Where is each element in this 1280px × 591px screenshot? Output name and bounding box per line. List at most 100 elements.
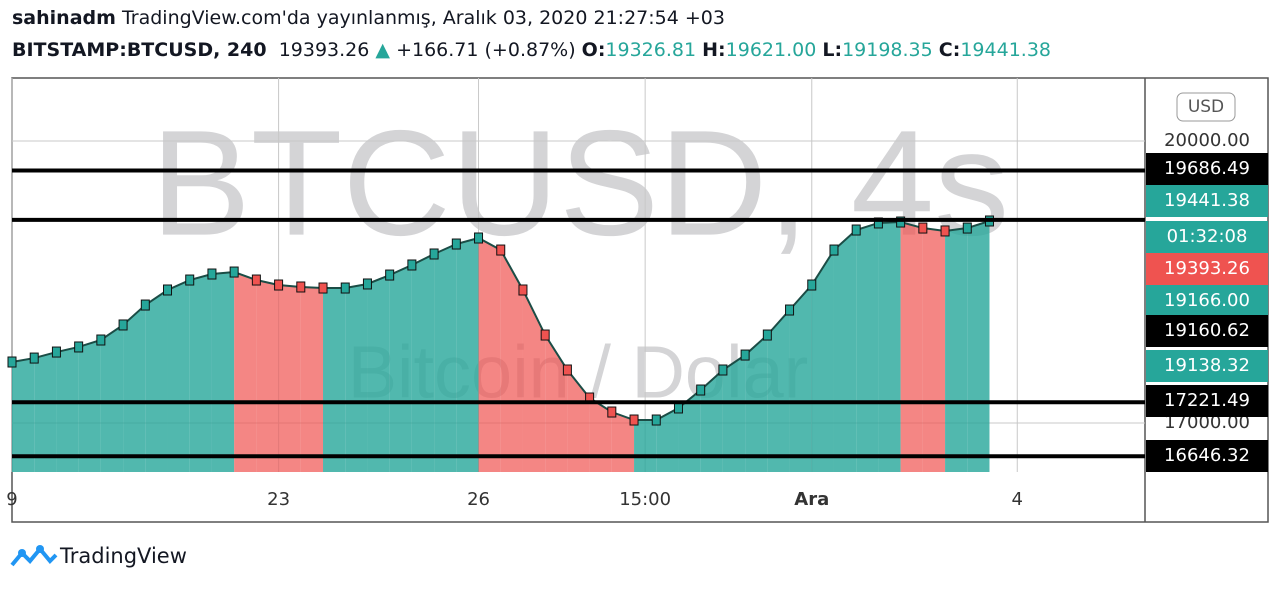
candle [651,414,661,426]
area-segment [189,274,212,472]
x-tick-label: 23 [267,489,290,510]
candle [451,238,461,250]
candle [207,268,217,280]
y-tick-label: 17000.00 [1164,412,1250,433]
up-arrow: ▲ [375,39,391,61]
candle [7,356,17,368]
price-badge [1146,350,1268,382]
candle [96,334,106,346]
x-tick-label: 15:00 [619,489,671,510]
area-segment [900,222,923,472]
area-segment [434,244,457,472]
candle [607,406,617,418]
candle [251,274,261,286]
candle [74,341,84,353]
x-tick-label: 4 [1012,489,1023,510]
price-badge [1146,221,1268,253]
candle [274,279,284,291]
ohlc-key: L: [822,39,843,61]
candle [185,274,195,286]
area-segment [567,369,590,472]
area-segment [323,288,346,472]
area-segment [389,264,412,472]
candle [562,364,572,376]
candle [51,346,61,358]
price-badge [1146,385,1268,417]
area-segment [856,222,879,472]
area-segment [967,220,990,472]
area-segment [456,238,479,472]
candle [229,266,239,278]
x-tick-label: Ara [794,489,829,510]
author: sahinadm [12,7,116,29]
candle [696,384,706,396]
area-segment [12,358,35,472]
currency-box [1176,92,1236,122]
area-segment [411,253,435,472]
candle [362,278,372,290]
candle [807,279,817,291]
ohlc: O:19326.81 H:19621.00 L:19198.35 C:19441… [582,39,1051,61]
price-badge [1146,185,1268,217]
candle [762,329,772,341]
price-badge [1146,315,1268,347]
ohlc-value: 19326.81 [605,39,697,61]
currency: USD [1188,97,1224,117]
candle [140,299,150,311]
area-segment [123,305,146,472]
area-segment [789,285,812,472]
published: TradingView.com'da yayınlanmış, Aralık 0… [121,7,725,29]
price-badge-label: 16646.32 [1164,445,1250,466]
candle [540,329,550,341]
area-segment [945,228,968,472]
ohlc-value: 19198.35 [842,39,933,61]
area-segment [922,228,946,472]
price-badge-label: 19160.62 [1164,320,1250,341]
area-segment [878,222,901,472]
ohlc-key: O: [581,39,606,61]
price-badge [1146,285,1268,317]
candle [474,232,484,244]
price-badge-label: 19441.38 [1164,190,1250,211]
candle [718,364,728,376]
area-segment [478,238,501,472]
candle [296,281,306,293]
area-segment [256,280,279,472]
last-price: 19393.26 [278,39,370,61]
price-badge [1146,153,1268,185]
logo-icon [10,545,58,567]
candle [940,225,950,237]
candle [918,222,928,234]
price-badge [1146,253,1268,285]
area-segment [345,283,368,472]
area-segment [811,250,834,472]
ohlc-key: H: [702,39,726,61]
candle [896,216,906,228]
candle [829,244,839,256]
ohlc-value: 19441.38 [960,39,1052,61]
candle [673,402,683,414]
area-segment [767,310,790,472]
area-segment [500,250,523,472]
area-segment [833,230,857,472]
price-badge-label: 17221.49 [1164,390,1250,411]
price-badge-label: 19686.49 [1164,158,1250,179]
area-segment [722,355,746,472]
candle [629,414,639,426]
area-segment [300,286,324,472]
candle [518,284,528,296]
header-line-1: sahinadm TradingView.com'da yayınlanmış,… [12,7,725,29]
x-tick-label: 26 [467,489,490,510]
candle [29,352,39,364]
area-segment [234,272,257,472]
area-segment [78,340,101,472]
x-tick-label: 9 [6,489,17,510]
area-segment [145,289,168,472]
brand: TradingView [59,544,187,568]
candle [496,244,506,256]
area-segment [211,272,235,472]
candle [385,269,395,281]
price-badge-label: 01:32:08 [1167,226,1248,247]
